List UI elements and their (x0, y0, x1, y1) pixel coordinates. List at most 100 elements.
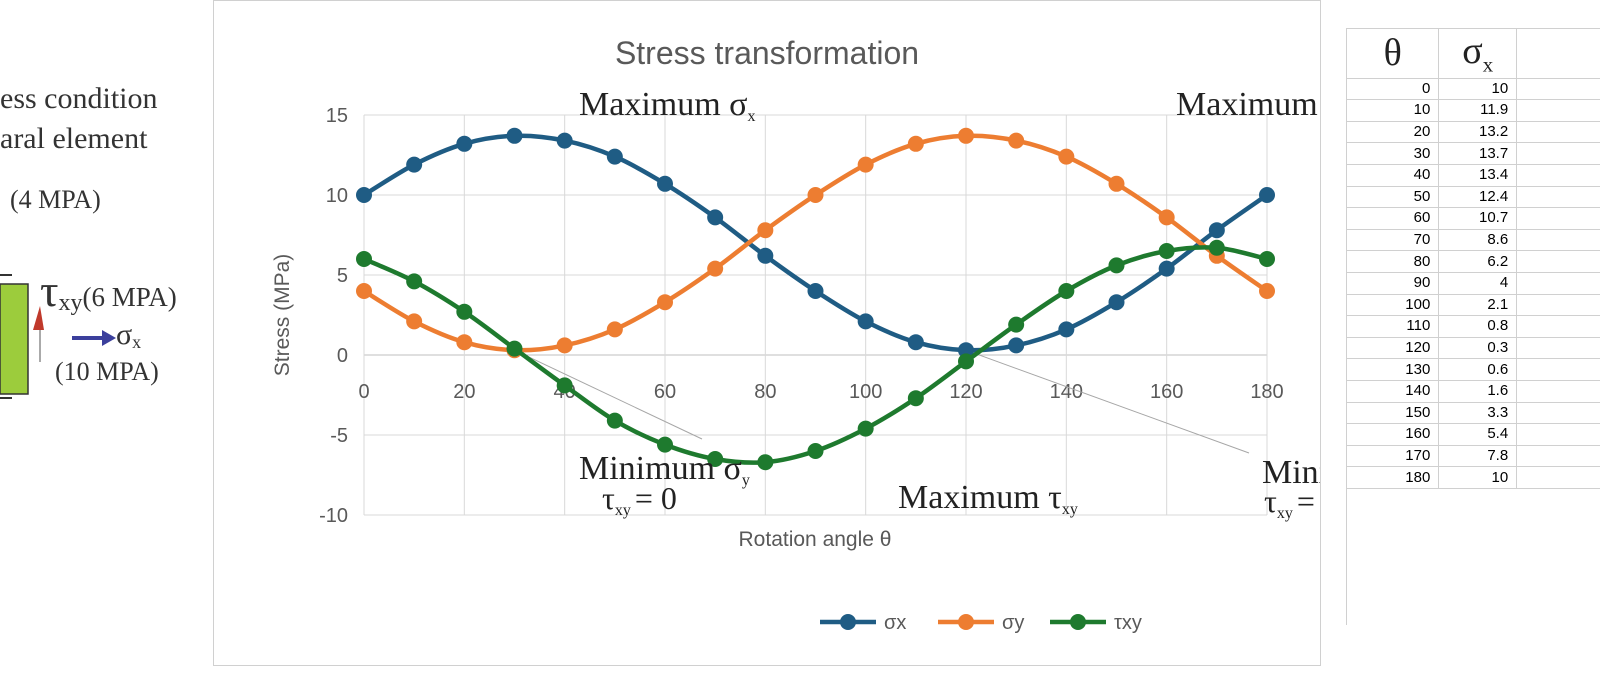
data-point (707, 451, 724, 467)
annotation-min-sigma-x: Minimum σx (1262, 454, 1320, 493)
cell-empty (1516, 315, 1600, 338)
x-tick-label: 180 (1250, 381, 1283, 403)
cell-empty (1516, 466, 1600, 489)
cell-empty (1516, 294, 1600, 317)
table-row: 180 10 (1347, 466, 1600, 489)
data-point (958, 353, 974, 370)
cell-sigma-x: 13.7 (1438, 142, 1518, 165)
data-point (456, 334, 473, 351)
data-point (506, 127, 523, 144)
data-point (606, 148, 623, 165)
cell-empty (1516, 164, 1600, 187)
data-point (807, 283, 824, 299)
x-tick-label: 80 (754, 381, 776, 403)
cell-sigma-x: 10.7 (1438, 207, 1518, 230)
data-point (606, 321, 623, 338)
cell-empty (1516, 207, 1600, 230)
cell-sigma-x: 10 (1438, 78, 1518, 101)
header-theta: θ (1347, 29, 1440, 79)
table-row: 20 13.2 (1347, 121, 1600, 144)
x-tick-label: 20 (453, 381, 475, 403)
y-tick-label: -10 (319, 505, 348, 527)
shear-arrow-icon (33, 306, 44, 330)
data-point (907, 390, 924, 407)
element-drawing (0, 274, 116, 399)
table-row: 10 11.9 (1347, 99, 1600, 122)
stress-chart: -10-5051015020406080100120140160180Stres… (271, 35, 1320, 634)
data-point (1259, 283, 1275, 299)
data-point (356, 187, 372, 203)
cell-theta: 140 (1347, 380, 1440, 403)
table-row: 160 5.4 (1347, 423, 1600, 446)
data-point (857, 156, 874, 173)
y-tick-label: -5 (330, 425, 348, 447)
cell-theta: 170 (1347, 445, 1440, 468)
series-line (362, 133, 1269, 353)
cell-theta: 100 (1347, 294, 1440, 317)
condition-text-line2: aral element (0, 122, 148, 155)
data-point (707, 260, 724, 277)
data-point (757, 454, 774, 471)
y-tick-label: 15 (326, 105, 348, 127)
sigma-arrow-icon (102, 330, 116, 346)
cell-theta: 0 (1347, 78, 1440, 101)
cell-sigma-x: 0.8 (1438, 315, 1518, 338)
table-row: 90 4 (1347, 272, 1600, 295)
chart-area: -10-5051015020406080100120140160180Stres… (213, 0, 1321, 666)
data-point (958, 127, 974, 144)
data-point (1108, 175, 1125, 192)
table-row: 120 0.3 (1347, 337, 1600, 360)
x-tick-label: 60 (654, 381, 676, 403)
table-row: 130 0.6 (1347, 358, 1600, 381)
cell-empty (1516, 380, 1600, 403)
data-table: θ σx 0 10 10 11.9 20 13.2 30 13.7 40 13.4 50 12.4 60… (1347, 29, 1600, 489)
annotation-max-sigma-y: Maximum σy (1176, 86, 1320, 125)
cell-theta: 70 (1347, 229, 1440, 252)
y-tick-label: 10 (326, 185, 348, 207)
tau-label: τxy(6 MPA) (40, 264, 177, 317)
data-point (757, 222, 774, 239)
cell-empty (1516, 186, 1600, 209)
data-point (556, 337, 573, 354)
data-point (907, 135, 924, 152)
cell-sigma-x: 0.3 (1438, 337, 1518, 360)
table-row: 140 1.6 (1347, 380, 1600, 403)
data-point (406, 313, 423, 330)
data-point (356, 283, 372, 299)
element-square (0, 283, 29, 395)
x-tick-label: 0 (358, 381, 369, 403)
cell-theta: 40 (1347, 164, 1440, 187)
data-point (1158, 260, 1175, 277)
data-point (456, 135, 473, 152)
annotation-min-sigma-y-tau: τxy = 0 (602, 480, 677, 519)
table-row: 60 10.7 (1347, 207, 1600, 230)
data-point (506, 340, 523, 357)
x-tick-label: 120 (949, 381, 982, 403)
data-point (1259, 187, 1275, 203)
cell-theta: 160 (1347, 423, 1440, 446)
data-point (556, 132, 573, 149)
cell-theta: 20 (1347, 121, 1440, 144)
table-row: 70 8.6 (1347, 229, 1600, 252)
cell-theta: 30 (1347, 142, 1440, 165)
table-row: 100 2.1 (1347, 294, 1600, 317)
cell-empty (1516, 337, 1600, 360)
table-row: 0 10 (1347, 78, 1600, 101)
cell-empty (1516, 229, 1600, 252)
data-point (657, 294, 673, 311)
annotation-min-sigma-x-tau: τxy= 0 (1264, 483, 1320, 522)
condition-text-line1: ess condition (0, 82, 158, 115)
cell-theta: 130 (1347, 358, 1440, 381)
cell-empty (1516, 272, 1600, 295)
data-point (606, 412, 623, 429)
cell-theta: 120 (1347, 337, 1440, 360)
cell-sigma-x: 7.8 (1438, 445, 1518, 468)
data-point (807, 443, 824, 459)
data-point (1158, 209, 1175, 226)
cell-sigma-x: 4 (1438, 272, 1518, 295)
sigma-value: (10 MPA) (55, 357, 159, 386)
data-point (1259, 251, 1275, 267)
cell-empty (1516, 99, 1600, 122)
data-point (757, 247, 774, 264)
series-2 (356, 239, 1275, 471)
